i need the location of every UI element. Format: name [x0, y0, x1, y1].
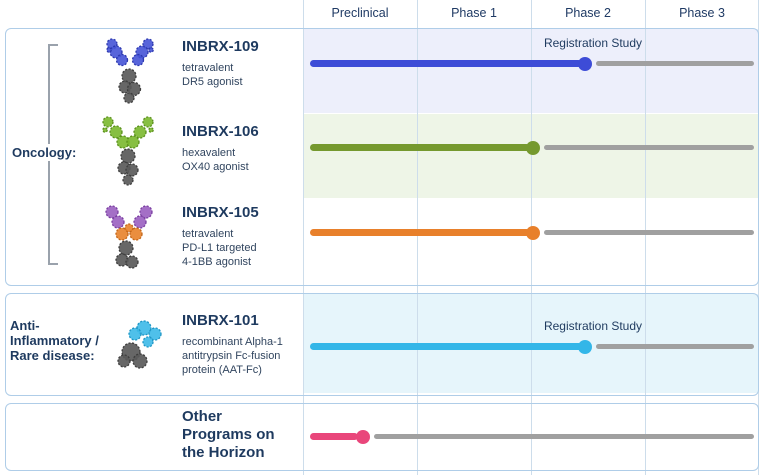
- progress-dot-inbrx106: [526, 141, 540, 155]
- remaining-track-inbrx105: [544, 230, 754, 235]
- progress-dot-inbrx105: [526, 226, 540, 240]
- program-info-other: Other Programs on the Horizon: [182, 408, 284, 462]
- program-name: INBRX-101: [182, 312, 259, 329]
- column-grid-line-2: [417, 0, 418, 475]
- description-line: PD-L1 targeted: [182, 242, 257, 254]
- description-line: tetravalent: [182, 62, 234, 74]
- oncology-bracket-top-tick: [48, 44, 58, 46]
- program-info-inbrx109: INBRX-109 tetravalent DR5 agonist: [182, 38, 259, 89]
- group-box-antiinflammatory: [5, 293, 759, 396]
- progress-bar-other-programs: [310, 433, 358, 440]
- column-grid-line-4: [645, 0, 646, 475]
- description-line: 4-1BB agonist: [182, 256, 252, 268]
- program-name: INBRX-105: [182, 204, 259, 221]
- antibody-molecule-icon-inbrx105: [105, 205, 153, 269]
- remaining-track-inbrx101: [596, 344, 754, 349]
- group-box-other-programs: [5, 403, 759, 471]
- protein-molecule-icon-inbrx101: [117, 320, 162, 369]
- remaining-track-other-programs: [374, 434, 754, 439]
- program-description: hexavalent OX40 agonist: [182, 146, 259, 174]
- progress-dot-inbrx101: [578, 340, 592, 354]
- column-header-phase1: Phase 1: [451, 6, 497, 20]
- progress-bar-inbrx105: [310, 229, 530, 236]
- annotation-registration-study-inbrx101: Registration Study: [543, 319, 643, 333]
- group-label-antiinflammatory: Anti-Inflammatory / Rare disease:: [8, 317, 118, 364]
- antibody-molecule-icon-inbrx109: [106, 38, 154, 104]
- progress-bar-inbrx106: [310, 144, 530, 151]
- description-line: hexavalent: [182, 147, 236, 159]
- program-info-inbrx106: INBRX-106 hexavalent OX40 agonist: [182, 123, 259, 174]
- description-line: OX40 agonist: [182, 161, 249, 173]
- description-line: recombinant Alpha-1: [182, 336, 283, 348]
- program-name: INBRX-106: [182, 123, 259, 140]
- program-description: recombinant Alpha-1 antitrypsin Fc-fusio…: [182, 335, 283, 377]
- progress-bar-inbrx101: [310, 343, 582, 350]
- program-info-inbrx101: INBRX-101 recombinant Alpha-1 antitrypsi…: [182, 312, 283, 377]
- program-name: Other Programs on the Horizon: [182, 408, 275, 461]
- column-header-phase2: Phase 2: [565, 6, 611, 20]
- remaining-track-inbrx109: [596, 61, 754, 66]
- oncology-bracket-bottom-tick: [48, 263, 58, 265]
- description-line: tetravalent: [182, 228, 234, 240]
- program-name: INBRX-109: [182, 38, 259, 55]
- antibody-molecule-icon-inbrx106: [102, 116, 154, 186]
- group-box-oncology: [5, 28, 759, 286]
- description-line: DR5 agonist: [182, 76, 243, 88]
- program-description: tetravalent PD-L1 targeted 4-1BB agonist: [182, 227, 259, 269]
- progress-bar-inbrx109: [310, 60, 582, 67]
- column-header-preclinical: Preclinical: [331, 6, 389, 20]
- remaining-track-inbrx106: [544, 145, 754, 150]
- progress-dot-other-programs: [356, 430, 370, 444]
- description-line: antitrypsin Fc-fusion: [182, 350, 281, 362]
- description-line: protein (AAT-Fc): [182, 364, 262, 376]
- program-description: tetravalent DR5 agonist: [182, 61, 259, 89]
- column-grid-line-1: [303, 0, 304, 475]
- column-header-phase3: Phase 3: [679, 6, 725, 20]
- group-label-oncology: Oncology:: [10, 144, 79, 161]
- annotation-registration-study-inbrx109: Registration Study: [543, 36, 643, 50]
- progress-dot-inbrx109: [578, 57, 592, 71]
- program-info-inbrx105: INBRX-105 tetravalent PD-L1 targeted 4-1…: [182, 204, 259, 269]
